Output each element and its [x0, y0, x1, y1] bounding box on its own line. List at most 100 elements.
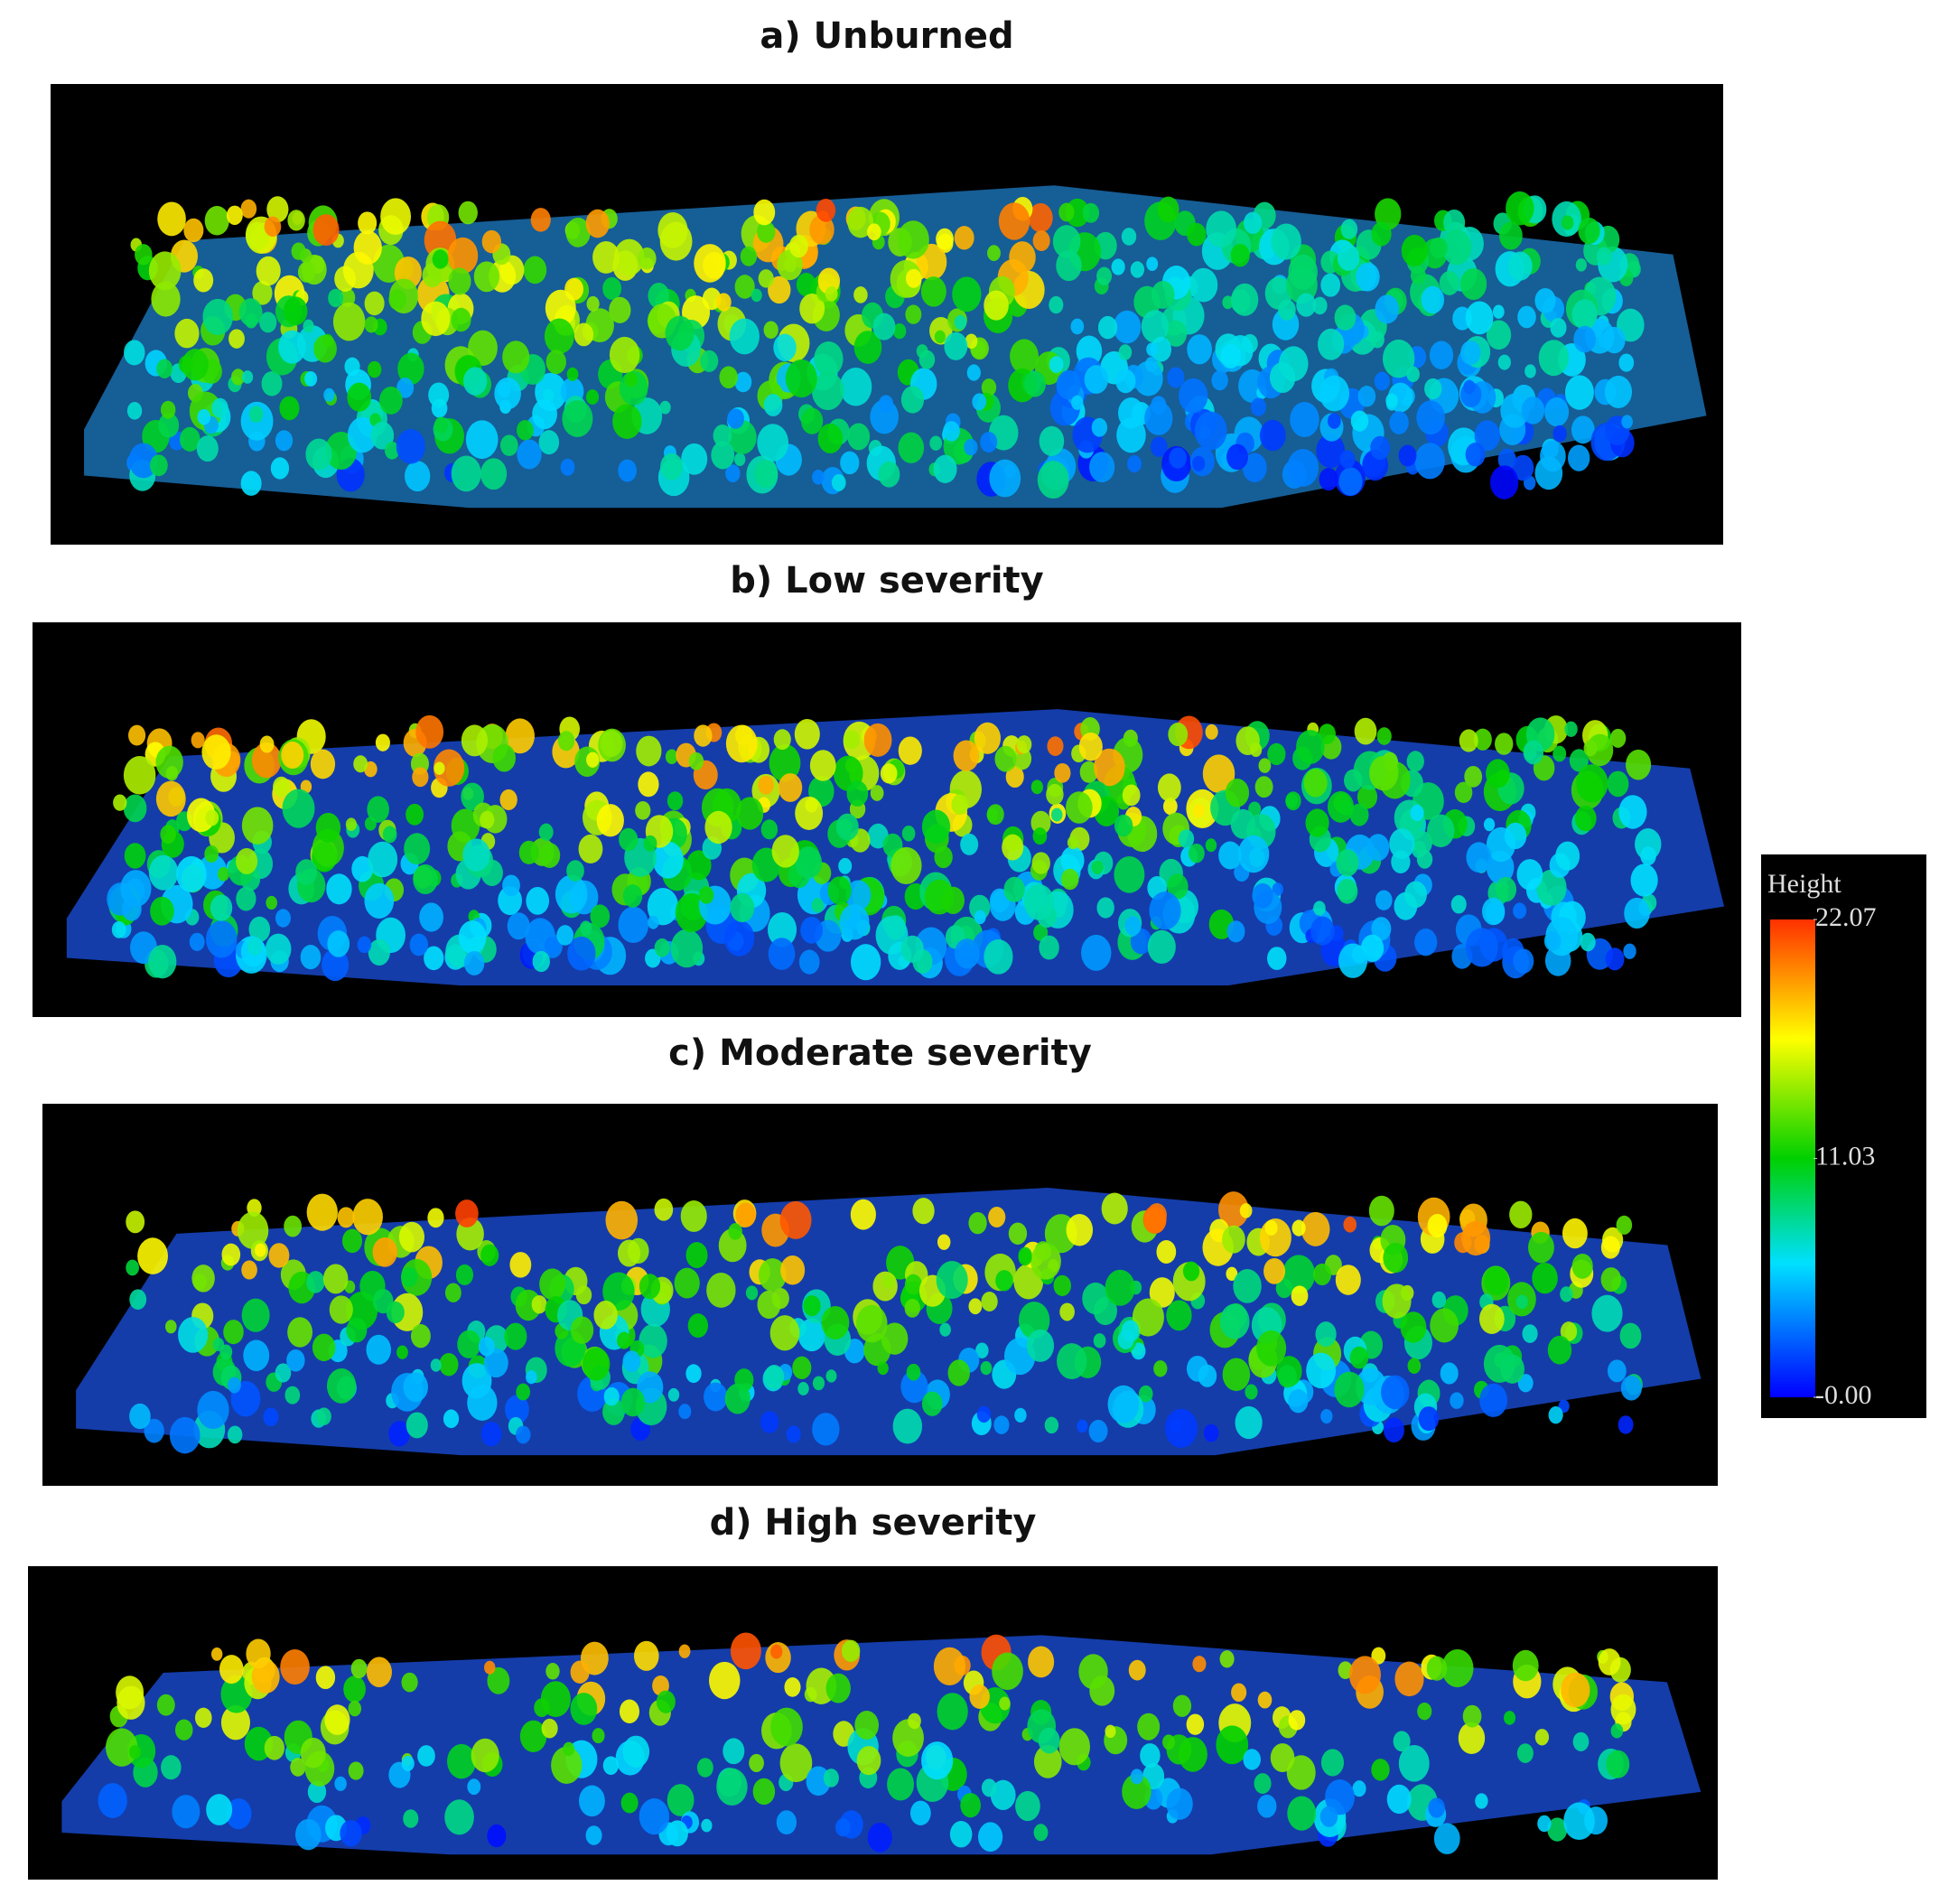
tree-crown [757, 424, 789, 462]
tree-crown [1030, 810, 1051, 835]
tree-crown [193, 268, 214, 293]
tree-crown [246, 1638, 271, 1669]
tree-crown [492, 743, 517, 772]
tree-crown [1375, 890, 1393, 910]
tree-crown [1150, 336, 1172, 362]
tree-crown [937, 1693, 968, 1731]
tree-crown [785, 359, 817, 398]
tree-crown [339, 288, 356, 308]
tree-crown [725, 724, 758, 763]
tree-crown [800, 917, 824, 944]
tree-crown [1269, 361, 1296, 394]
tree-crown [404, 833, 431, 865]
tree-crown [809, 750, 836, 781]
tree-crown [1366, 834, 1390, 862]
tree-crown [1315, 1321, 1337, 1347]
tree-crown [406, 1412, 428, 1439]
tree-crown [1607, 1359, 1627, 1383]
tree-crown [1071, 395, 1084, 410]
tree-crown [346, 1317, 368, 1343]
tree-crown [1571, 1253, 1593, 1279]
tree-crown [769, 743, 801, 782]
tree-crown [1012, 747, 1032, 770]
tree-crown [183, 218, 204, 243]
tree-crown [1186, 1713, 1205, 1735]
tree-crown [1427, 814, 1455, 848]
tree-crown [954, 938, 980, 969]
tree-crown [1371, 221, 1392, 247]
tree-crown [639, 1798, 670, 1835]
tree-crown [1354, 717, 1377, 745]
tree-crown [949, 1821, 973, 1848]
tree-crown [1290, 401, 1319, 437]
tree-crown [1030, 1243, 1061, 1280]
tree-crown [1417, 1702, 1432, 1721]
tree-crown [960, 833, 979, 855]
tree-crown [196, 435, 219, 462]
tree-crown [1319, 1806, 1338, 1827]
tree-crown [620, 1387, 646, 1417]
tree-crown [263, 1407, 279, 1427]
tree-crown [566, 367, 579, 381]
tree-crown [1572, 1731, 1590, 1751]
tree-crown [256, 256, 281, 286]
tree-crown [1618, 795, 1647, 829]
tree-crown [1275, 1278, 1293, 1299]
tree-crown [667, 791, 684, 811]
tree-crown [231, 369, 246, 386]
tree-crown [965, 333, 978, 350]
tree-crown [1350, 410, 1369, 432]
tree-crown [1386, 1784, 1412, 1815]
tree-crown [1567, 444, 1590, 471]
tree-crown [427, 1208, 444, 1228]
tree-crown [226, 205, 243, 226]
tree-crown [622, 1350, 641, 1373]
tree-crown [236, 886, 256, 911]
tree-crown [1418, 1406, 1440, 1432]
tree-crown [287, 210, 305, 231]
tree-crown [340, 1820, 362, 1847]
tree-crown [1239, 1203, 1253, 1218]
tree-crown [1600, 1236, 1620, 1259]
tree-crown [1060, 845, 1085, 875]
tree-crown [322, 1264, 349, 1294]
tree-crown [686, 850, 712, 881]
tree-crown [1318, 328, 1345, 360]
tree-crown [1114, 855, 1145, 893]
tree-crown [670, 929, 704, 968]
tree-crown [763, 394, 783, 416]
tree-crown [458, 920, 487, 955]
tree-crown [990, 1779, 1016, 1811]
tree-crown [704, 810, 732, 845]
tree-crown [238, 298, 263, 327]
tree-crown [1385, 393, 1398, 408]
tree-crown [1305, 808, 1329, 837]
tree-crown [570, 1660, 590, 1684]
tree-crown [592, 240, 620, 274]
tree-crown [1250, 742, 1263, 758]
tree-crown [1046, 783, 1064, 806]
tree-crown [1498, 221, 1523, 250]
panel-title: a) Unburned [760, 15, 1013, 57]
tree-crown [241, 370, 254, 384]
tree-crown [1338, 467, 1363, 496]
tree-crown [981, 378, 997, 397]
tree-crown [586, 389, 600, 405]
tree-crown [954, 314, 967, 330]
tree-crown [1389, 828, 1415, 859]
tree-crown [1118, 397, 1144, 429]
tree-crown [1287, 1796, 1317, 1831]
tree-crown [526, 886, 550, 915]
tree-crown [590, 904, 611, 929]
tree-crown [681, 443, 708, 475]
tree-crown [906, 1363, 921, 1381]
tree-crown [1094, 748, 1125, 787]
tree-crown [635, 801, 651, 820]
tree-crown [500, 434, 518, 456]
tree-crown [758, 775, 774, 795]
tree-crown [375, 733, 390, 751]
tree-crown [447, 1743, 477, 1779]
tree-crown [870, 785, 884, 801]
tree-crown [315, 812, 341, 843]
tree-crown [798, 949, 820, 975]
